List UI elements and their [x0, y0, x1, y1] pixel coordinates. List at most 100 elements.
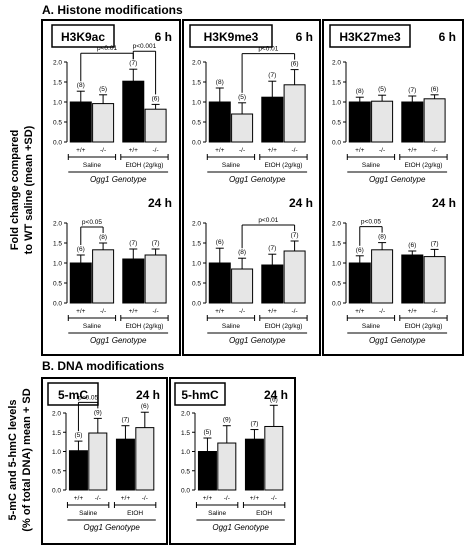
y-tick-label: 2.0 — [53, 60, 62, 67]
time-label-h3k27me3-6h: 6 h — [439, 30, 456, 44]
y-axis-label-a-line2: to WT saline (mean +SD) — [23, 125, 35, 254]
y-tick-label: 2.0 — [52, 411, 61, 418]
genotype-label: -/- — [142, 495, 148, 502]
panel-title-5mc: 5-mC — [58, 388, 88, 402]
bar — [122, 258, 145, 304]
group-label: EtOH (2g/kg) — [264, 162, 302, 169]
bar — [283, 84, 306, 143]
n-label: (6) — [141, 403, 149, 410]
n-label: (8) — [378, 234, 386, 241]
x-axis-label: Ogg1 Genotype — [212, 523, 269, 532]
bar — [283, 250, 306, 304]
genotype-label: +/+ — [355, 147, 365, 154]
y-axis-label-b: 5-mC and 5-hmC levels (% of total DNA) m… — [7, 388, 33, 531]
x-axis-label: Ogg1 Genotype — [83, 523, 140, 532]
genotype-label: -/- — [95, 495, 101, 502]
bar — [423, 256, 446, 304]
bar — [69, 101, 92, 143]
y-axis-label-b-line2: (% of total DNA) mean + SD — [21, 388, 33, 531]
bar — [144, 108, 167, 143]
group-label: Saline — [222, 323, 240, 330]
y-tick-label: 1.5 — [52, 430, 61, 437]
genotype-label: +/+ — [203, 495, 213, 502]
genotype-label: +/+ — [215, 308, 225, 315]
y-tick-label: 2.0 — [192, 221, 201, 228]
genotype-label: -/- — [292, 308, 298, 315]
x-axis-label: Ogg1 Genotype — [229, 336, 286, 345]
genotype-label: -/- — [432, 147, 438, 154]
bar — [69, 262, 92, 304]
y-tick-label: 0.5 — [332, 281, 341, 288]
bar — [88, 432, 108, 491]
panel-frame-h3k27me3 — [322, 19, 464, 356]
chart-h3k27me3-6h: 0.0 0.5 1.0 1.5 2.0 (8) +/+ (5) -/- (7) +/+ (6) -/- S… — [332, 60, 448, 184]
n-label: (6) — [77, 246, 85, 253]
bar — [217, 442, 237, 491]
genotype-label: -/- — [153, 308, 159, 315]
n-label: (7) — [431, 240, 439, 247]
y-tick-label: 1.0 — [192, 100, 201, 107]
genotype-label: -/- — [379, 147, 385, 154]
title-box-5hmc — [174, 382, 226, 406]
y-tick-label: 0.5 — [181, 468, 190, 475]
bar — [371, 249, 394, 304]
n-label: (5) — [203, 429, 211, 436]
bar — [92, 249, 115, 304]
x-axis-label: Ogg1 Genotype — [369, 336, 426, 345]
y-tick-label: 0.0 — [52, 488, 61, 495]
bar — [401, 254, 424, 304]
genotype-label: +/+ — [250, 495, 260, 502]
chart-h3k9me3-6h: 0.0 0.5 1.0 1.5 2.0 (8) +/+ (5) -/- (7) +/+ (6) -/- p… — [192, 46, 308, 184]
y-tick-label: 1.0 — [332, 261, 341, 268]
n-label: (7) — [250, 421, 258, 428]
n-label: (7) — [268, 245, 276, 252]
y-tick-label: 2.0 — [181, 411, 190, 418]
group-label: EtOH — [127, 510, 143, 517]
group-label: EtOH — [256, 510, 272, 517]
n-label: (7) — [129, 60, 137, 67]
genotype-label: -/- — [379, 308, 385, 315]
n-label: (7) — [129, 240, 137, 247]
y-tick-label: 0.5 — [192, 120, 201, 127]
bar — [115, 438, 135, 491]
genotype-label: +/+ — [76, 308, 86, 315]
bar — [371, 100, 394, 143]
y-axis-label-a: Fold change compared to WT saline (mean … — [9, 125, 35, 254]
n-label: (7) — [152, 240, 160, 247]
genotype-label: +/+ — [129, 147, 139, 154]
x-axis-label: Ogg1 Genotype — [90, 336, 147, 345]
y-axis-label-a-line1: Fold change compared — [9, 130, 21, 250]
genotype-label: +/+ — [215, 147, 225, 154]
y-tick-label: 1.0 — [192, 261, 201, 268]
n-label: (5) — [74, 432, 82, 439]
y-tick-label: 1.5 — [53, 80, 62, 87]
panel-frame-5mc — [41, 377, 168, 545]
genotype-label: +/+ — [76, 147, 86, 154]
n-label: (6) — [356, 247, 364, 254]
bar — [423, 98, 446, 143]
section-b-title: B. DNA modifications — [42, 359, 165, 373]
p-value-label: p<0.01 — [258, 46, 278, 53]
time-label-5mc: 24 h — [136, 388, 160, 402]
y-tick-label: 0.0 — [53, 301, 62, 308]
group-label: Saline — [362, 323, 380, 330]
n-label: (9) — [94, 409, 102, 416]
y-tick-label: 1.0 — [52, 449, 61, 456]
n-label: (6) — [270, 396, 278, 403]
bar — [208, 262, 231, 304]
group-label: Saline — [362, 162, 380, 169]
y-tick-label: 0.5 — [192, 281, 201, 288]
bar — [68, 450, 88, 491]
y-tick-label: 0.0 — [53, 140, 62, 147]
title-box-5mc — [47, 382, 99, 406]
n-label: (8) — [77, 82, 85, 89]
p-value-label: p<0.05 — [78, 394, 98, 401]
panel-title-5hmc: 5-hmC — [181, 388, 219, 402]
genotype-label: -/- — [292, 147, 298, 154]
n-label: (6) — [431, 86, 439, 93]
y-tick-label: 1.0 — [332, 100, 341, 107]
time-label-h3k9ac-24h: 24 h — [148, 196, 172, 210]
genotype-label: -/- — [153, 147, 159, 154]
n-label: (9) — [223, 417, 231, 424]
p-value-label: p<0.01 — [97, 45, 117, 52]
